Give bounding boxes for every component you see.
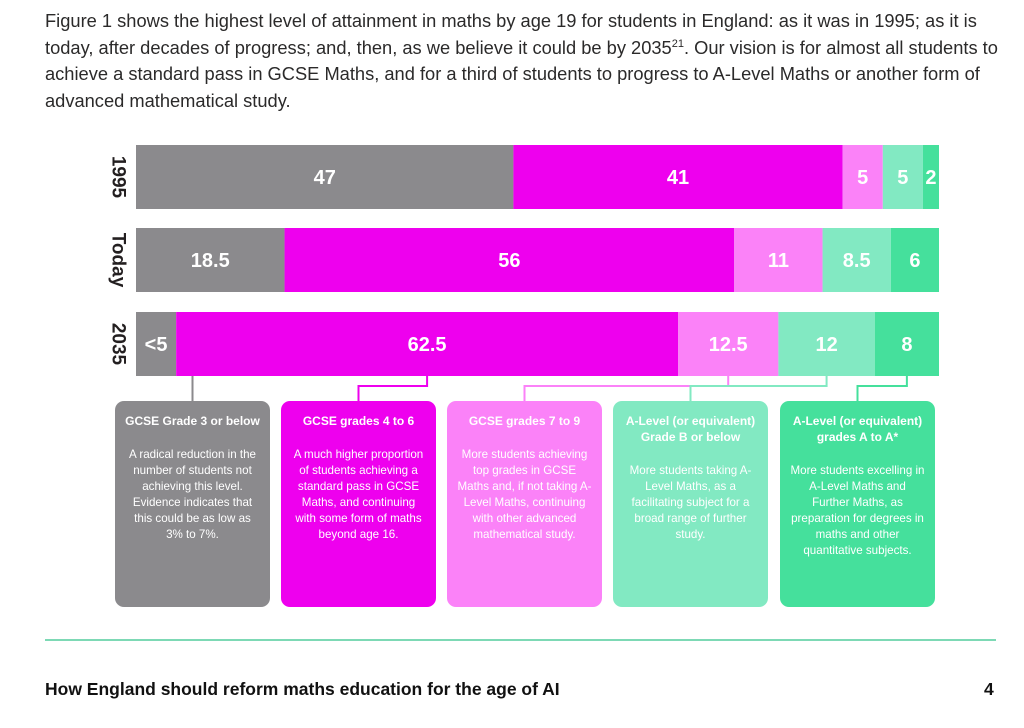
legend-description: A radical reduction in the number of stu…	[129, 448, 256, 541]
data-label: <5	[145, 334, 168, 356]
bar-segment-grade7to9-0	[842, 145, 883, 209]
bar-segment-grade3-0	[136, 145, 514, 209]
data-label: 6	[909, 250, 920, 272]
legend-box-alevel-a: A-Level (or equivalent) grades A to A* M…	[780, 401, 935, 607]
legend-box-grade7to9: GCSE grades 7 to 9 More students achievi…	[447, 401, 602, 607]
data-label: 5	[897, 167, 908, 189]
bar-segment-alevelB-0	[882, 145, 923, 209]
legend-description: A much higher proportion of students ach…	[293, 448, 424, 541]
bar-segment-alevelB-1	[822, 228, 891, 292]
bar-segment-grade4to6-1	[284, 228, 735, 292]
data-label: 8.5	[843, 250, 871, 272]
legend-box-alevel-b: A-Level (or equivalent) Grade B or below…	[613, 401, 768, 607]
bar-segment-alevelA-1	[890, 228, 939, 292]
data-label: 8	[901, 334, 912, 356]
page-number: 4	[984, 679, 994, 699]
bar-segment-grade7to9-1	[734, 228, 823, 292]
data-label: 41	[667, 167, 689, 189]
data-label: 56	[498, 250, 520, 272]
legend-title: GCSE grades 7 to 9	[468, 414, 581, 428]
intro-text: Figure 1 shows the highest level of atta…	[45, 10, 977, 58]
legend-box-grade3: GCSE Grade 3 or below A radical reductio…	[115, 401, 270, 607]
bar-segment-alevelA-2	[874, 312, 939, 376]
data-label: 5	[857, 167, 868, 189]
bar-segment-grade3-2	[136, 312, 177, 376]
intro-paragraph: Figure 1 shows the highest level of atta…	[45, 8, 1000, 114]
category-label: Today	[108, 233, 129, 288]
bar-segment-grade4to6-2	[176, 312, 679, 376]
connector-alevelA	[856, 376, 908, 401]
legend-title: A-Level (or equivalent) Grade B or below	[625, 414, 756, 444]
data-label: 47	[314, 167, 336, 189]
category-label: 2035	[108, 323, 129, 366]
bar-segment-grade4to6-0	[513, 145, 843, 209]
legend-box-grade4to6: GCSE grades 4 to 6 A much higher proport…	[281, 401, 436, 607]
legend-description: More students taking A-Level Maths, as a…	[629, 464, 752, 541]
legend-title: GCSE Grade 3 or below	[125, 414, 260, 428]
bar-segment-grade3-1	[136, 228, 285, 292]
footer-divider	[45, 639, 996, 641]
connector-grade4to6	[357, 376, 429, 401]
data-label: 18.5	[191, 250, 230, 272]
footnote-ref: 21	[671, 37, 684, 50]
bar-segment-alevelA-0	[922, 145, 939, 209]
footer-title: How England should reform maths educatio…	[45, 679, 560, 699]
bar-segment-alevelB-2	[778, 312, 875, 376]
data-label: 62.5	[408, 334, 447, 356]
data-label: 12.5	[709, 334, 748, 356]
legend-title: A-Level (or equivalent) grades A to A*	[792, 414, 923, 444]
bar-segment-grade7to9-2	[678, 312, 779, 376]
intro-text-continued: . Our vision is for almost all students …	[45, 36, 998, 111]
legend-description: More students excelling in A-Level Maths…	[790, 464, 925, 557]
category-label: 1995	[108, 156, 129, 199]
legend-description: More students achieving top grades in GC…	[457, 448, 592, 541]
connector-alevelB	[689, 376, 828, 401]
data-label: 12	[815, 334, 837, 356]
data-label: 2	[925, 167, 936, 189]
connector-grade7to9	[523, 376, 730, 401]
legend-title: GCSE grades 4 to 6	[302, 414, 415, 428]
data-label: 11	[768, 250, 789, 272]
